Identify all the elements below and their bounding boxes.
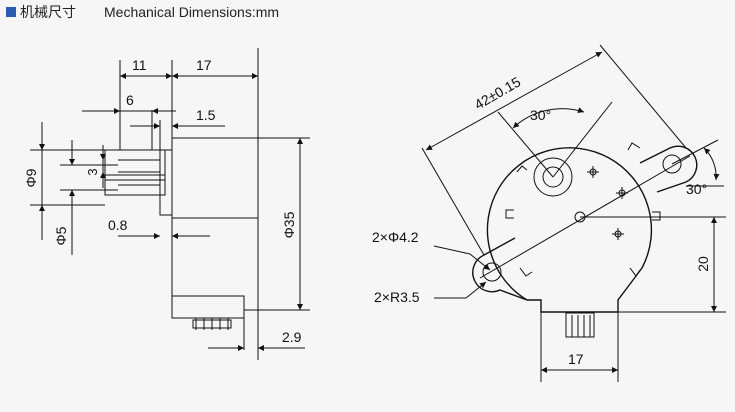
ear-left: [472, 237, 528, 301]
label-dim-17: 17: [196, 57, 212, 73]
label-dim-phi5: Φ5: [53, 226, 69, 245]
bottom-notch: [527, 267, 643, 313]
mount-hole-right: [662, 154, 682, 174]
label-dim-0-8: 0.8: [108, 217, 128, 233]
connector-pins: [565, 312, 595, 338]
shaft-lower: [104, 174, 166, 196]
leader-holes: [469, 253, 491, 271]
ear-right: [639, 145, 698, 193]
title-english: Mechanical Dimensions:mm: [104, 4, 280, 20]
title-chinese: 机械尺寸: [20, 5, 76, 21]
dim-line-42: [425, 51, 603, 151]
label-holes: 2×Φ4.2: [372, 229, 419, 245]
label-dim-11: 11: [132, 57, 147, 73]
rim-notch-4: [652, 211, 661, 221]
label-dim-20: 20: [695, 256, 711, 272]
boss-flange: [159, 149, 173, 216]
leader-radius: [465, 281, 487, 299]
bullet-square-icon: [6, 7, 16, 17]
guide-42-right: [599, 44, 687, 149]
label-dim-17-front: 17: [568, 351, 584, 367]
header: 机械尺寸 Mechanical Dimensions:mm: [0, 0, 735, 24]
rim-notch-2: [505, 209, 514, 219]
label-dim-phi35: Φ35: [281, 211, 297, 238]
rim-notch-1: [516, 165, 528, 173]
pin-block: [192, 319, 232, 329]
label-angle-30-top: 30°: [530, 107, 551, 123]
angle-ray-top: [552, 101, 613, 178]
mount-hole-left: [482, 262, 502, 282]
cross-marks: [587, 166, 628, 240]
angle-ray-right-2: [671, 139, 719, 165]
label-angle-30-right: 30°: [686, 181, 707, 197]
angle-arc-right: [703, 147, 720, 181]
label-dim-42: 42±0.15: [472, 73, 524, 112]
shaft-circle: [542, 166, 564, 188]
label-dim-6: 6: [126, 92, 134, 108]
label-radius: 2×R3.5: [374, 289, 420, 305]
rim-notch-3: [627, 142, 641, 151]
boss-circle: [533, 157, 573, 197]
connector-housing: [171, 295, 245, 319]
rim-notch-6: [629, 267, 641, 277]
rim-notch-5: [519, 267, 533, 277]
label-dim-3: 3: [85, 168, 100, 175]
guide-42-left: [421, 147, 485, 256]
label-dim-1-5: 1.5: [196, 107, 216, 123]
label-dim-2-9: 2.9: [282, 329, 302, 345]
front-view-labels: 42±0.15 30° 30° 2×Φ4.2 2×R3.5 20 17: [372, 73, 711, 367]
side-view-labels: 11 17 6 1.5 3 0.8 Φ9 Φ5 Φ35 2.9: [23, 57, 302, 345]
side-view: [30, 48, 310, 360]
front-view: [421, 44, 726, 382]
body-outline: [486, 147, 653, 301]
label-dim-phi9: Φ9: [23, 168, 39, 187]
leader-holes-base: [433, 245, 471, 255]
